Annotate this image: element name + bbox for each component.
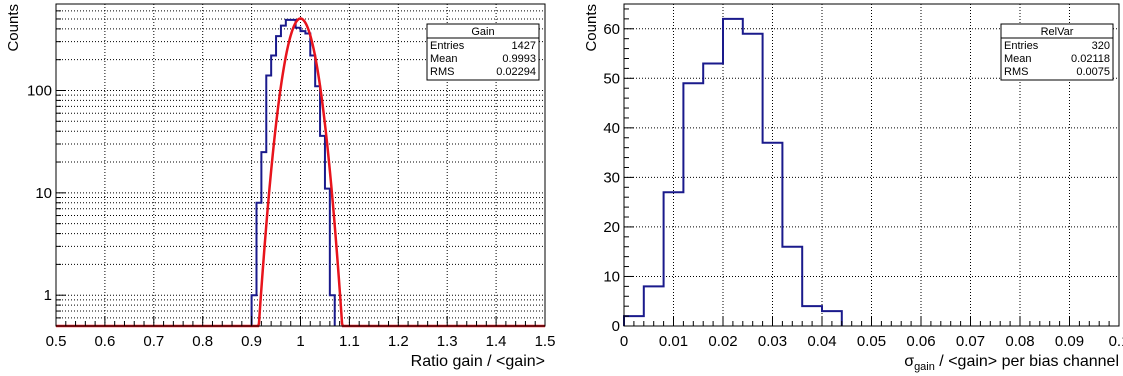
stats-box-frame	[1000, 23, 1114, 81]
x-tick-label: 0.07	[956, 333, 985, 350]
stats-row-value: 0.02118	[1071, 53, 1110, 65]
x-axis-title: σgain / <gain> per bias channel	[904, 353, 1119, 373]
x-tick-label: 0	[620, 333, 628, 350]
stats-box: Gain Entries 1427 Mean 0.9993 RMS 0.02294	[426, 23, 540, 81]
x-tick-label: 1.4	[486, 333, 507, 350]
stats-box-title: Gain	[471, 26, 494, 38]
stats-row-value: 1427	[512, 40, 536, 52]
x-tick-label: 0.6	[94, 333, 115, 350]
y-tick-label: 0	[612, 318, 620, 335]
y-axis-title: Counts	[583, 4, 600, 52]
x-tick-label: 0.02	[708, 333, 737, 350]
x-tick-label: 0.8	[192, 333, 213, 350]
y-tick-label: 40	[603, 120, 620, 137]
stats-box-frame	[426, 23, 540, 81]
stats-row-label: RMS	[1004, 66, 1028, 78]
y-tick-label: 20	[603, 219, 620, 236]
x-tick-label: 1.5	[535, 333, 556, 350]
x-tick-label: 0.1	[1109, 333, 1123, 350]
stats-row-label: RMS	[430, 66, 454, 78]
stats-row-label: Entries	[430, 40, 465, 52]
y-tick-label: 30	[603, 169, 620, 186]
y-tick-label: 60	[603, 21, 620, 38]
y-tick-label: 100	[27, 82, 52, 99]
x-tick-label: 0.03	[758, 333, 787, 350]
x-tick-label: 0.06	[906, 333, 935, 350]
x-tick-label: 1	[296, 333, 304, 350]
x-tick-label: 0.7	[143, 333, 164, 350]
y-tick-label: 10	[35, 185, 52, 202]
x-axis-title-text: / <gain> per bias channel	[935, 353, 1119, 370]
gain-histogram-panel: 0.5 0.6 0.7 0.8 0.9 1 1.1 1.2 1.3 1.4 1.5 1 10 100 Cou…	[5, 3, 556, 370]
histogram-outline	[250, 18, 336, 326]
x-axis-title: Ratio gain / <gain>	[411, 353, 545, 370]
y-tick-label: 10	[603, 268, 620, 285]
x-tick-label: 0.05	[857, 333, 886, 350]
x-tick-label: 0.08	[1005, 333, 1034, 350]
x-tick-label: 1.3	[437, 333, 458, 350]
x-tick-label: 0.01	[659, 333, 688, 350]
x-axis-title-symbol: σ	[904, 353, 914, 370]
relvar-histogram-panel: 0 0.01 0.02 0.03 0.04 0.05 0.06 0.07 0.08 0.09 0.1…	[583, 3, 1123, 373]
stats-row-label: Entries	[1004, 40, 1039, 52]
x-tick-label: 0.09	[1055, 333, 1084, 350]
x-tick-label: 0.5	[46, 333, 67, 350]
stats-row-label: Mean	[1004, 53, 1032, 65]
y-tick-label: 1	[44, 287, 52, 304]
stats-row-value: 0.0075	[1076, 66, 1110, 78]
x-tick-label: 0.9	[241, 333, 262, 350]
stats-row-value: 0.9993	[502, 53, 536, 65]
x-axis-title-subscript: gain	[914, 361, 935, 373]
y-tick-label: 50	[603, 70, 620, 87]
stats-box-title: RelVar	[1041, 26, 1074, 38]
stats-row-label: Mean	[430, 53, 458, 65]
stats-row-value: 0.02294	[496, 66, 536, 78]
y-axis-title: Counts	[5, 4, 22, 52]
stats-row-value: 320	[1092, 40, 1110, 52]
x-tick-label: 1.1	[339, 333, 360, 350]
x-tick-label: 0.04	[807, 333, 836, 350]
histogram-outline	[623, 17, 843, 326]
x-tick-label: 1.2	[388, 333, 409, 350]
